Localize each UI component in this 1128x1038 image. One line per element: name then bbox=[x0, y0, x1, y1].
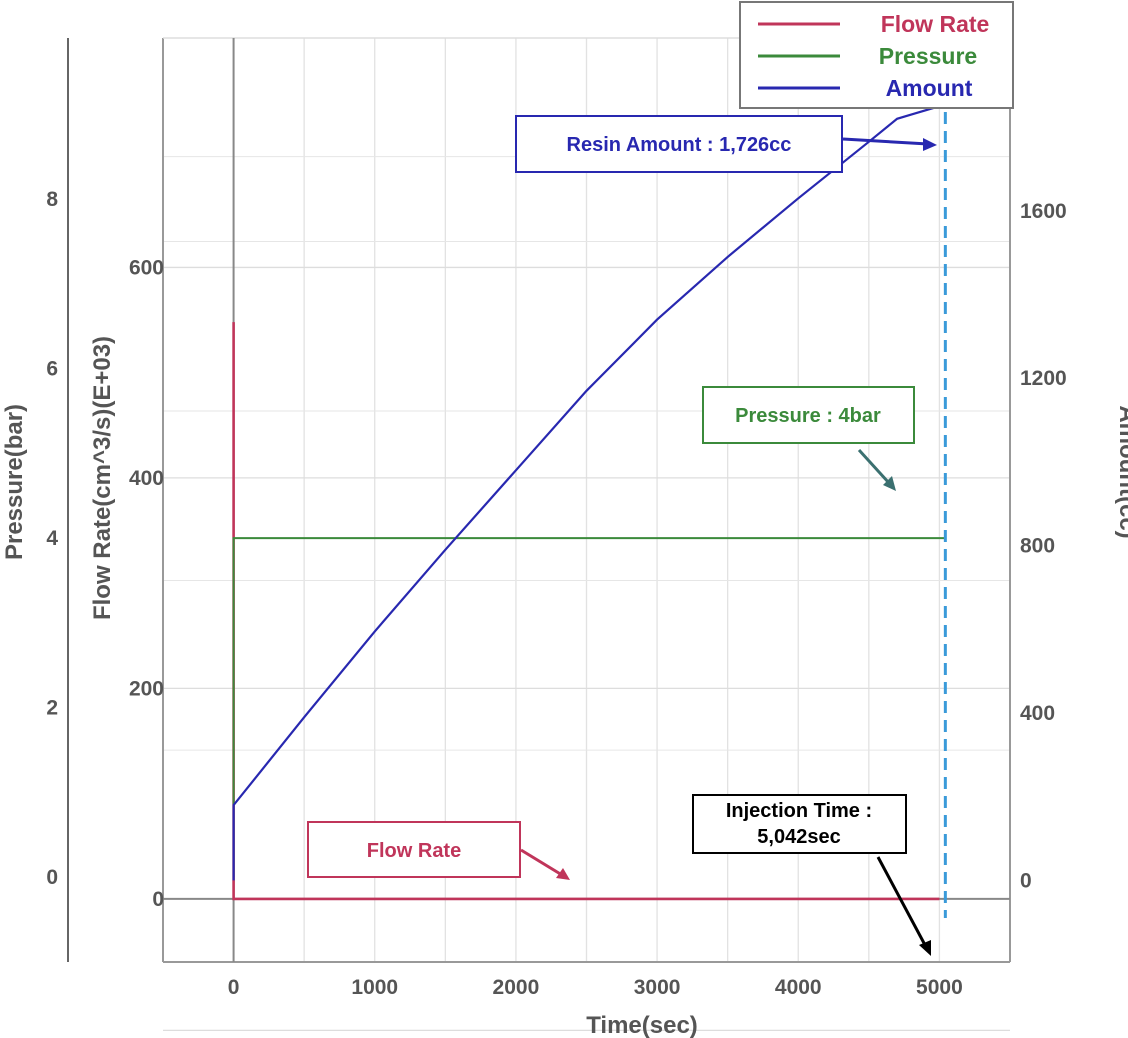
pressure-annotation-text: Pressure : 4bar bbox=[735, 405, 881, 427]
amount-tick-label: 1200 bbox=[1020, 367, 1067, 390]
pressure-axis-title: Pressure(bar) bbox=[1, 404, 28, 560]
x-tick-label: 5000 bbox=[916, 976, 963, 999]
x-tick-label: 4000 bbox=[775, 976, 822, 999]
pressure-tick-label: 2 bbox=[46, 697, 58, 720]
legend-label-amount: Amount bbox=[886, 75, 973, 101]
injection-time-annotation: Injection Time : 5,042sec bbox=[692, 794, 931, 956]
pressure-arrowhead-icon bbox=[883, 476, 896, 491]
amount-tick-label: 800 bbox=[1020, 535, 1055, 558]
legend-label-flow-rate: Flow Rate bbox=[881, 11, 990, 37]
legend: Flow Rate Pressure Amount bbox=[739, 1, 1014, 109]
x-tick-labels: 0 1000 2000 3000 4000 5000 bbox=[228, 976, 963, 999]
injection-annotation-arrow bbox=[876, 856, 927, 946]
pressure-annotation-arrow bbox=[857, 448, 891, 485]
flow-rate-tick-labels: 0 200 400 600 bbox=[129, 256, 164, 910]
resin-arrowhead-icon bbox=[923, 138, 937, 151]
flow-rate-annotation-text: Flow Rate bbox=[367, 840, 461, 862]
flow-rate-annotation: Flow Rate bbox=[307, 821, 570, 880]
pressure-series-line bbox=[232, 537, 946, 878]
resin-annotation-box bbox=[515, 115, 843, 173]
amount-axis-title: Amount(cc) bbox=[1114, 405, 1128, 538]
flow-rate-annotation-box bbox=[307, 821, 521, 878]
x-tick-label: 2000 bbox=[493, 976, 540, 999]
series-group bbox=[232, 101, 947, 918]
flow-rate-arrowhead-icon bbox=[556, 868, 570, 880]
flow-rate-series-line bbox=[232, 322, 940, 901]
grid-lines bbox=[162, 38, 1011, 1032]
x-tick-label: 3000 bbox=[634, 976, 681, 999]
injection-annotation-line1: Injection Time : bbox=[726, 800, 872, 822]
amount-tick-label: 400 bbox=[1020, 702, 1055, 725]
injection-annotation-line2: 5,042sec bbox=[757, 826, 840, 848]
pressure-tick-labels: 0 2 4 6 8 bbox=[46, 188, 58, 889]
amount-tick-labels: 0 400 800 1200 1600 bbox=[1020, 200, 1067, 893]
x-tick-label: 1000 bbox=[351, 976, 398, 999]
legend-label-pressure: Pressure bbox=[879, 43, 977, 69]
amount-tick-label: 1600 bbox=[1020, 200, 1067, 223]
pressure-tick-label: 8 bbox=[46, 188, 58, 211]
pressure-tick-label: 0 bbox=[46, 866, 58, 889]
pressure-annotation-box bbox=[702, 386, 915, 444]
x-axis-title: Time(sec) bbox=[586, 1012, 698, 1038]
resin-amount-annotation: Resin Amount : 1,726cc bbox=[515, 115, 937, 173]
resin-annotation-arrow bbox=[842, 137, 929, 146]
flow-rate-tick-label: 0 bbox=[152, 888, 164, 911]
resin-annotation-text: Resin Amount : 1,726cc bbox=[567, 134, 792, 156]
injection-arrowhead-icon bbox=[919, 940, 931, 956]
pressure-tick-label: 4 bbox=[46, 527, 58, 550]
flow-rate-tick-label: 600 bbox=[129, 256, 164, 279]
flow-rate-axis-title: Flow Rate(cm^3/s)(E+03) bbox=[89, 336, 116, 620]
flow-rate-tick-label: 400 bbox=[129, 467, 164, 490]
pressure-annotation: Pressure : 4bar bbox=[702, 386, 915, 491]
amount-tick-label: 0 bbox=[1020, 869, 1032, 892]
x-tick-label: 0 bbox=[228, 976, 240, 999]
flow-rate-tick-label: 200 bbox=[129, 677, 164, 700]
flow-rate-annotation-arrow bbox=[520, 848, 563, 877]
amount-series-line bbox=[232, 101, 946, 881]
injection-annotation-box bbox=[692, 794, 907, 854]
pressure-tick-label: 6 bbox=[46, 358, 58, 381]
